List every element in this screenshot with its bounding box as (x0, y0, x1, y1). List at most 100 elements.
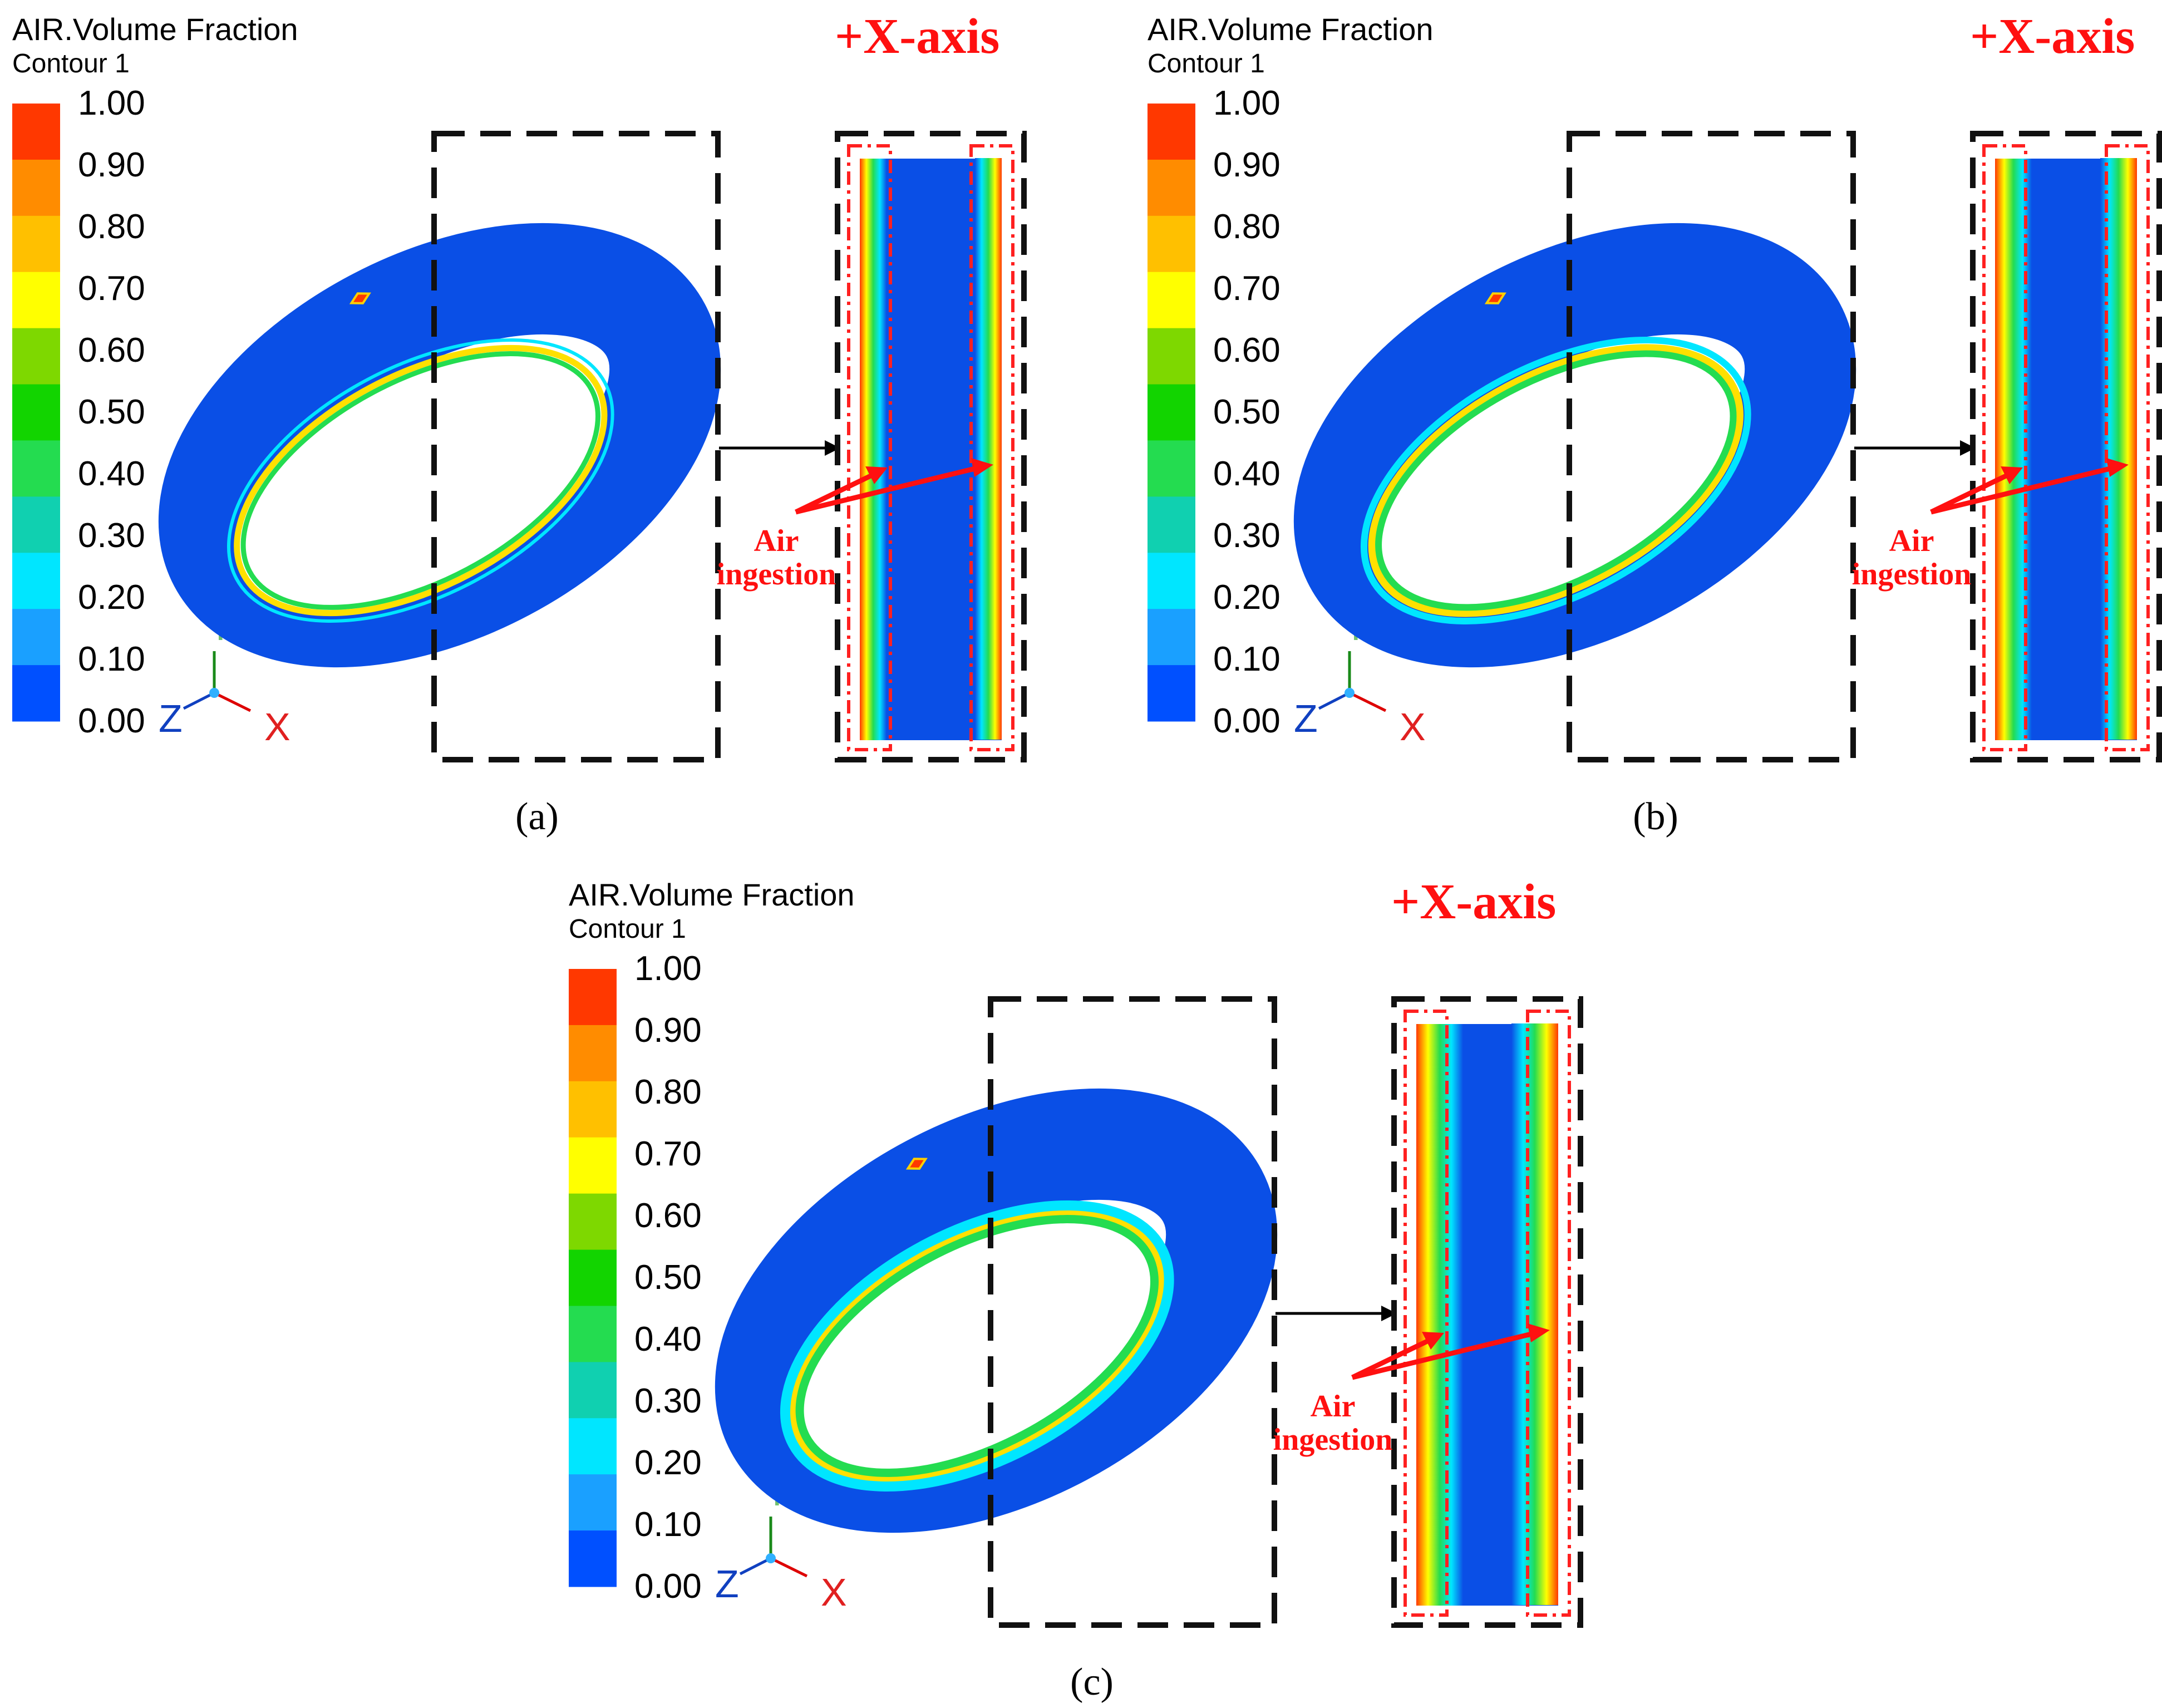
ring-inner-opening (789, 1208, 1166, 1484)
legend-swatch (1148, 104, 1195, 160)
legend-tick: 0.30 (634, 1382, 702, 1420)
legend-swatch (1148, 384, 1195, 441)
legend-swatch (569, 1474, 617, 1531)
legend-swatch (569, 1418, 617, 1475)
annotation-arrowhead-right-icon (2106, 458, 2129, 477)
annotation-line1: Air (1889, 524, 1934, 558)
z-axis-icon (183, 691, 215, 710)
legend-tick: 0.70 (1213, 269, 1281, 308)
ring-inner-band (240, 351, 600, 610)
annotation-arrowhead-left-icon (1422, 1332, 1444, 1350)
detail-box (1391, 996, 1583, 1628)
detail-left-highlight (1982, 144, 2027, 751)
inlet-marker-icon (905, 1158, 928, 1170)
detail-box (835, 131, 1027, 762)
legend-tick: 0.20 (1213, 578, 1281, 617)
legend-swatch (12, 384, 60, 441)
legend-tick: 0.30 (1213, 516, 1281, 555)
annotation-arrowhead-right-icon (1528, 1323, 1550, 1342)
legend-swatch (12, 609, 60, 666)
legend-swatch (12, 328, 60, 385)
legend-tick: 0.90 (78, 146, 145, 184)
legend-swatch (1148, 328, 1195, 385)
legend-swatch (1148, 272, 1195, 329)
ring-inner-opening (1368, 344, 1744, 617)
triad-x-label: X (1400, 705, 1426, 749)
legend-swatch (569, 1306, 617, 1362)
annotation-arrow-left (1351, 1336, 1434, 1380)
view-label: +X-axis (835, 9, 999, 64)
legend-tick: 0.80 (1213, 208, 1281, 246)
connector-arrow-icon (1381, 1306, 1397, 1321)
legend-swatch (569, 1137, 617, 1194)
legend-tick: 0.40 (634, 1320, 702, 1358)
legend-swatch (1148, 496, 1195, 553)
legend-swatch (569, 1530, 617, 1587)
detail-view (1391, 996, 1583, 1628)
ring-inner-band (1375, 350, 1737, 611)
annotation-arrowhead-right-icon (971, 458, 993, 477)
legend-swatch (12, 159, 60, 216)
legend-tick: 0.30 (78, 516, 145, 555)
annotation-arrow-right (1930, 465, 2116, 515)
legend-swatch (569, 1081, 617, 1138)
inlet-marker-icon (349, 292, 371, 304)
legend-swatch (12, 665, 60, 722)
annotation-line1: Air (754, 524, 799, 558)
legend-swatch (569, 1362, 617, 1419)
detail-view (1970, 131, 2162, 762)
ring-contour (1293, 223, 1856, 668)
legend-tick: 0.00 (1213, 702, 1281, 740)
detail-right-highlight (1526, 1010, 1571, 1617)
detail-box (1970, 131, 2162, 762)
detail-left-highlight (1403, 1010, 1449, 1617)
x-axis-icon (213, 691, 252, 712)
annotation-line2: ingestion (1852, 557, 1972, 592)
legend-tick: 0.80 (78, 208, 145, 246)
legend-tick: 0.40 (78, 455, 145, 493)
legend-subtitle: Contour 1 (1148, 49, 1265, 78)
legend-swatch (569, 1193, 617, 1251)
legend-tick: 0.60 (78, 331, 145, 370)
legend-swatch (1148, 665, 1195, 722)
legend-tick: 0.60 (1213, 331, 1281, 370)
legend-title: AIR.Volume Fraction (569, 877, 855, 912)
legend-swatch (1148, 215, 1195, 273)
ring-contour (158, 223, 721, 668)
legend-swatch (12, 496, 60, 553)
annotation-arrow-right (795, 465, 981, 515)
legend-tick: 0.70 (78, 269, 145, 308)
ring-inner-opening (234, 344, 608, 617)
selection-box (1567, 131, 1856, 762)
legend-swatch (569, 1025, 617, 1082)
legend-tick: 0.90 (634, 1011, 702, 1050)
annotation-arrow-left (795, 470, 878, 515)
legend-tick: 0.50 (634, 1258, 702, 1297)
legend-title: AIR.Volume Fraction (12, 12, 298, 47)
legend-swatch (12, 104, 60, 160)
legend-swatch (1148, 159, 1195, 216)
detail-left-air-strip (1416, 1024, 1463, 1606)
x-axis-icon (770, 1557, 808, 1578)
z-axis-icon (1318, 691, 1351, 710)
triad-origin-icon (766, 1553, 776, 1563)
legend-tick: 0.20 (78, 578, 145, 617)
legend-swatch (12, 440, 60, 497)
triad-z-label: Z (1294, 697, 1318, 740)
detail-right-highlight (969, 144, 1014, 751)
legend-tick: 1.00 (1213, 84, 1281, 122)
connector-arrow-icon (1960, 440, 1976, 456)
triad-origin-icon (1345, 688, 1355, 698)
legend-tick: 0.10 (78, 640, 145, 678)
annotation-arrowhead-left-icon (2001, 466, 2023, 484)
legend-subtitle: Contour 1 (12, 49, 130, 78)
legend-tick: 0.50 (78, 393, 145, 431)
legend-tick: 0.00 (634, 1567, 702, 1606)
triad-z-label: Z (159, 697, 183, 740)
triad-origin-icon (209, 688, 219, 698)
